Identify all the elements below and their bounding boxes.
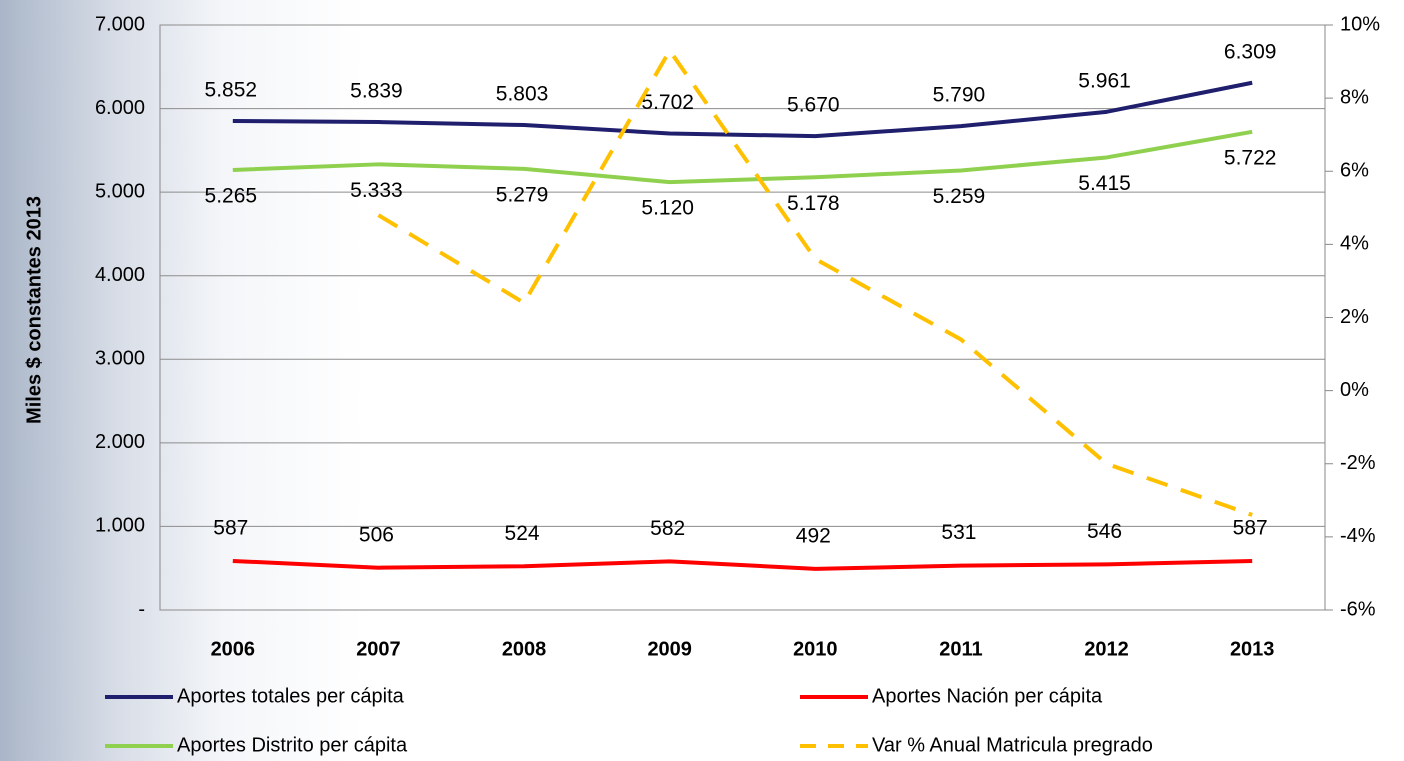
data-label: 5.259 <box>933 185 986 208</box>
y2-tick-label: 4% <box>1340 233 1369 255</box>
y2-tick-label: 8% <box>1340 86 1369 108</box>
y2-tick-label: 0% <box>1340 379 1369 401</box>
legend-label: Aportes Distrito per cápita <box>177 734 408 756</box>
x-tick-label: 2008 <box>502 638 547 660</box>
y-tick-label: 3.000 <box>95 348 145 370</box>
y-tick-label: 5.000 <box>95 180 145 202</box>
y2-tick-label: 6% <box>1340 160 1369 182</box>
x-tick-label: 2010 <box>793 638 838 660</box>
legend-label: Aportes totales per cápita <box>177 685 405 707</box>
data-label: 5.961 <box>1078 69 1131 92</box>
series-line <box>232 80 1253 139</box>
data-label: 587 <box>213 516 248 539</box>
data-label: 5.265 <box>205 185 258 208</box>
legend-label: Aportes Nación per cápita <box>872 685 1103 707</box>
x-tick-label: 2006 <box>211 638 256 660</box>
data-label: 587 <box>1233 516 1268 539</box>
y-tick-label: - <box>138 598 145 620</box>
series-line <box>232 558 1253 571</box>
y-tick-label: 2.000 <box>95 431 145 453</box>
y2-tick-label: -4% <box>1340 525 1376 547</box>
y2-tick-label: 2% <box>1340 306 1369 328</box>
data-label: 5.120 <box>641 197 694 220</box>
data-label: 5.803 <box>496 83 549 106</box>
plot-frame <box>159 24 1326 611</box>
y-axis-title: Miles $ constantes 2013 <box>23 196 45 424</box>
data-label: 5.333 <box>350 179 403 202</box>
data-label: 5.722 <box>1224 146 1277 169</box>
y-tick-label: 7.000 <box>95 13 145 35</box>
legend-label: Var % Anual Matricula pregrado <box>872 734 1153 756</box>
series-line <box>232 129 1253 185</box>
x-tick-label: 2007 <box>356 638 401 660</box>
data-label: 5.790 <box>933 84 986 107</box>
y2-tick-label: -6% <box>1340 598 1376 620</box>
data-label: 5.670 <box>787 94 840 117</box>
data-label: 5.178 <box>787 192 840 215</box>
data-label: 582 <box>650 517 685 540</box>
data-label: 546 <box>1087 520 1122 543</box>
data-label: 5.852 <box>205 78 258 101</box>
x-tick-label: 2012 <box>1084 638 1129 660</box>
series-line <box>377 48 1253 517</box>
data-label: 492 <box>796 524 831 547</box>
data-label: 506 <box>359 523 394 546</box>
data-label: 5.839 <box>350 80 403 103</box>
data-label: 6.309 <box>1224 40 1277 63</box>
y-tick-label: 6.000 <box>95 97 145 119</box>
data-label: 524 <box>505 522 540 545</box>
data-label: 531 <box>941 521 976 544</box>
data-label: 5.415 <box>1078 172 1131 195</box>
y2-tick-label: 10% <box>1340 13 1380 35</box>
y-tick-label: 4.000 <box>95 264 145 286</box>
y-tick-label: 1.000 <box>95 515 145 537</box>
x-tick-label: 2009 <box>647 638 692 660</box>
data-label: 5.702 <box>641 91 694 114</box>
x-tick-label: 2011 <box>939 638 982 660</box>
y2-tick-label: -2% <box>1340 452 1376 474</box>
data-label: 5.279 <box>496 183 549 206</box>
x-tick-label: 2013 <box>1230 638 1275 660</box>
